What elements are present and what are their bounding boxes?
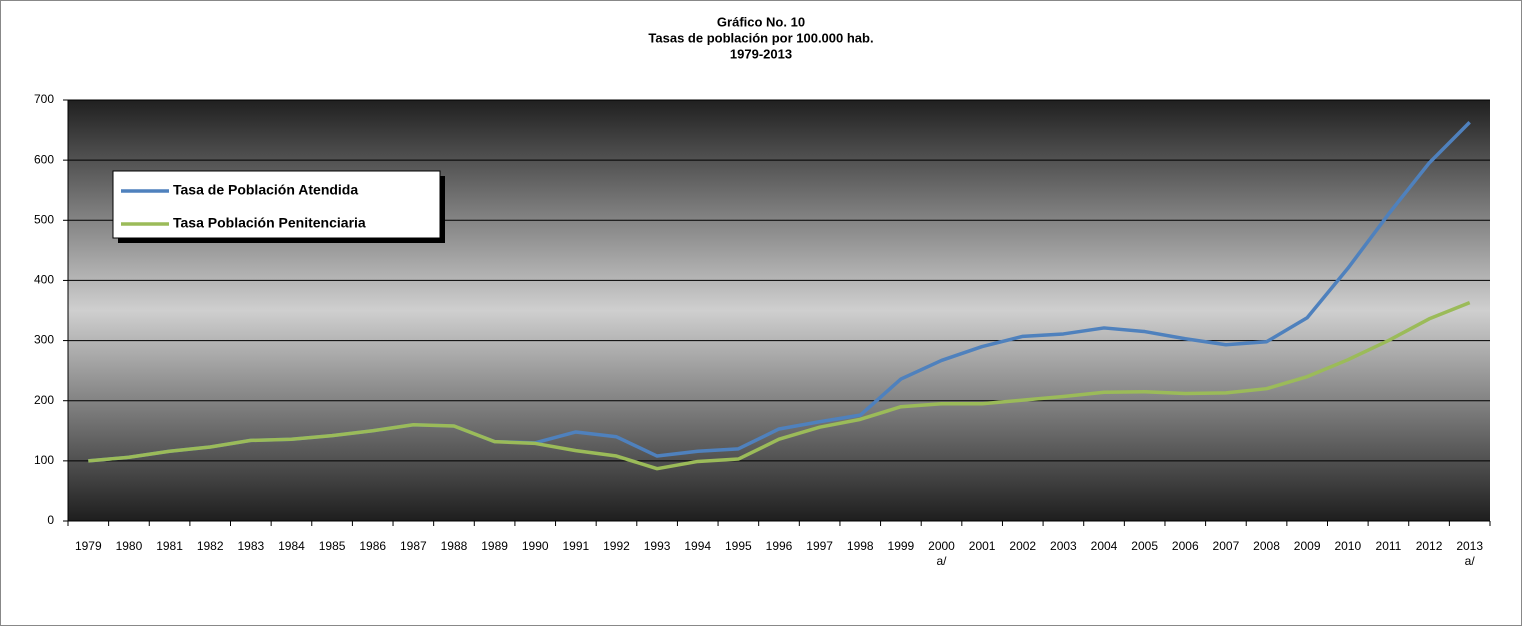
x-tick-label: 2009 bbox=[1293, 539, 1321, 553]
x-tick-label: 1990 bbox=[521, 539, 549, 553]
x-tick-label: 2006 bbox=[1171, 539, 1199, 553]
x-tick-label: 1994 bbox=[684, 539, 712, 553]
x-tick-label: 1988 bbox=[440, 539, 468, 553]
x-tick-label: 1997 bbox=[806, 539, 833, 553]
y-tick-label: 500 bbox=[34, 212, 54, 226]
x-tick-label: 1996 bbox=[765, 539, 793, 553]
plot-area bbox=[68, 100, 1490, 521]
chart-title: Gráfico No. 10 bbox=[717, 14, 805, 29]
x-tick-label: 2001 bbox=[968, 539, 996, 553]
y-tick-label: 0 bbox=[47, 513, 54, 527]
x-tick-label: 1995 bbox=[725, 539, 752, 553]
series-line bbox=[88, 301, 1471, 471]
x-tick-label: 2000 a/ bbox=[928, 539, 955, 568]
x-tick-label: 1981 bbox=[156, 539, 183, 553]
x-tick-label: 1992 bbox=[603, 539, 630, 553]
y-tick-label: 100 bbox=[34, 453, 54, 467]
x-tick-label: 2007 bbox=[1212, 539, 1240, 553]
x-tick-label: 1991 bbox=[562, 539, 590, 553]
x-tick-label: 1998 bbox=[846, 539, 874, 553]
x-tick-label: 1989 bbox=[481, 539, 508, 553]
x-tick-label: 1987 bbox=[399, 539, 427, 553]
x-tick-label: 2003 bbox=[1050, 539, 1077, 553]
x-tick-label: 1984 bbox=[278, 539, 305, 553]
x-tick-label: 1986 bbox=[359, 539, 387, 553]
x-tick-label: 1985 bbox=[318, 539, 346, 553]
y-tick-label: 600 bbox=[34, 152, 54, 166]
x-tick-label: 2002 bbox=[1009, 539, 1037, 553]
legend-label: Tasa de Población Atendida bbox=[173, 182, 358, 198]
x-tick-label: 2013 a/ bbox=[1456, 539, 1484, 568]
y-tick-label: 400 bbox=[34, 273, 54, 287]
x-tick-label: 2004 bbox=[1090, 539, 1118, 553]
legend bbox=[112, 170, 441, 239]
legend-label: Tasa Población Penitenciaria bbox=[173, 215, 366, 231]
x-tick-label: 1982 bbox=[196, 539, 224, 553]
x-tick-label: 1979 bbox=[74, 539, 102, 553]
x-tick-label: 1980 bbox=[115, 539, 143, 553]
x-tick-label: 2010 bbox=[1334, 539, 1362, 553]
chart-period: 1979-2013 bbox=[730, 46, 792, 61]
x-tick-label: 2005 bbox=[1131, 539, 1158, 553]
chart-subtitle: Tasas de población por 100.000 hab. bbox=[648, 30, 873, 45]
x-tick-label: 2008 bbox=[1253, 539, 1280, 553]
y-tick-label: 300 bbox=[34, 333, 54, 347]
x-tick-label: 1999 bbox=[887, 539, 915, 553]
x-tick-label: 2012 bbox=[1415, 539, 1443, 553]
y-tick-label: 200 bbox=[34, 393, 54, 407]
x-tick-label: 1993 bbox=[643, 539, 671, 553]
x-tick-label: 1983 bbox=[237, 539, 265, 553]
y-tick-label: 700 bbox=[34, 92, 54, 106]
x-tick-label: 2011 bbox=[1375, 539, 1402, 553]
